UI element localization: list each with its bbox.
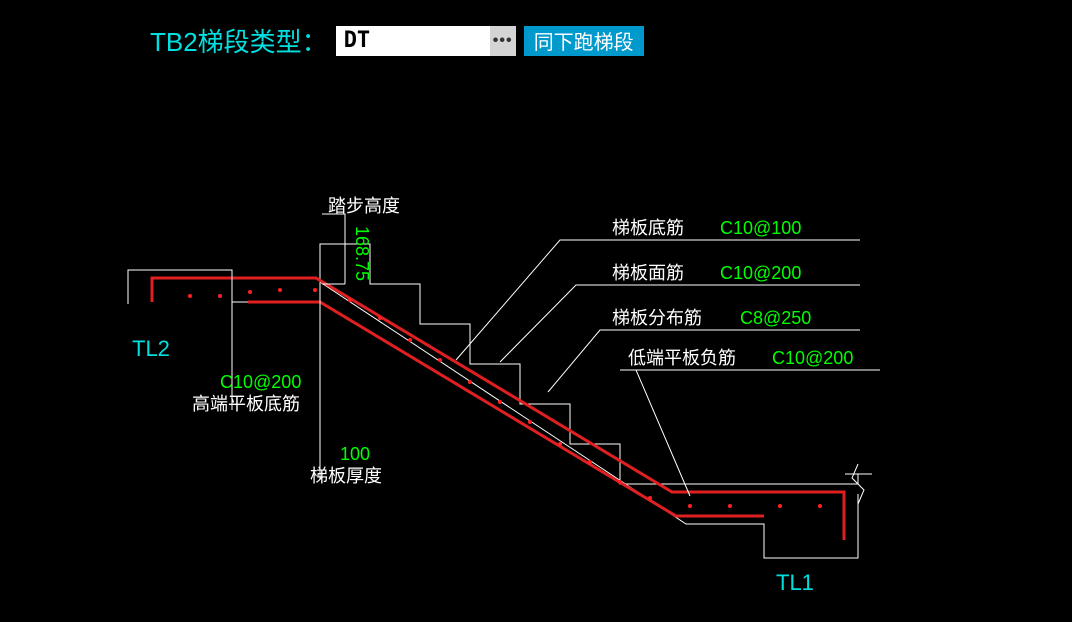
step-height-label: 踏步高度	[328, 196, 400, 216]
step-height-value[interactable]: 168.75	[352, 226, 372, 281]
low-flat-neg-label: 低端平板负筋	[628, 348, 736, 368]
slab-dist-value[interactable]: C8@250	[740, 308, 811, 328]
slab-top-value[interactable]: C10@200	[720, 263, 801, 283]
slab-thickness-label: 梯板厚度	[310, 466, 382, 486]
high-flat-bottom-value[interactable]: C10@200	[220, 372, 301, 392]
slab-top-label: 梯板面筋	[612, 263, 684, 283]
low-flat-neg-value[interactable]: C10@200	[772, 348, 853, 368]
slab-bottom-label: 梯板底筋	[612, 218, 684, 238]
step-height-dim	[322, 214, 345, 244]
slab-bottom-value[interactable]: C10@100	[720, 218, 801, 238]
high-flat-bottom-label: 高端平板底筋	[192, 394, 300, 414]
stair-section-diagram: 梯板底筋 C10@100 梯板面筋 C10@200 梯板分布筋 C8@250 低…	[0, 0, 1072, 622]
tl1-label: TL1	[776, 570, 814, 595]
slab-dist-label: 梯板分布筋	[612, 308, 702, 328]
tl2-label: TL2	[132, 336, 170, 361]
slab-thickness-value[interactable]: 100	[340, 444, 370, 464]
leader-slab-bottom	[456, 240, 700, 360]
